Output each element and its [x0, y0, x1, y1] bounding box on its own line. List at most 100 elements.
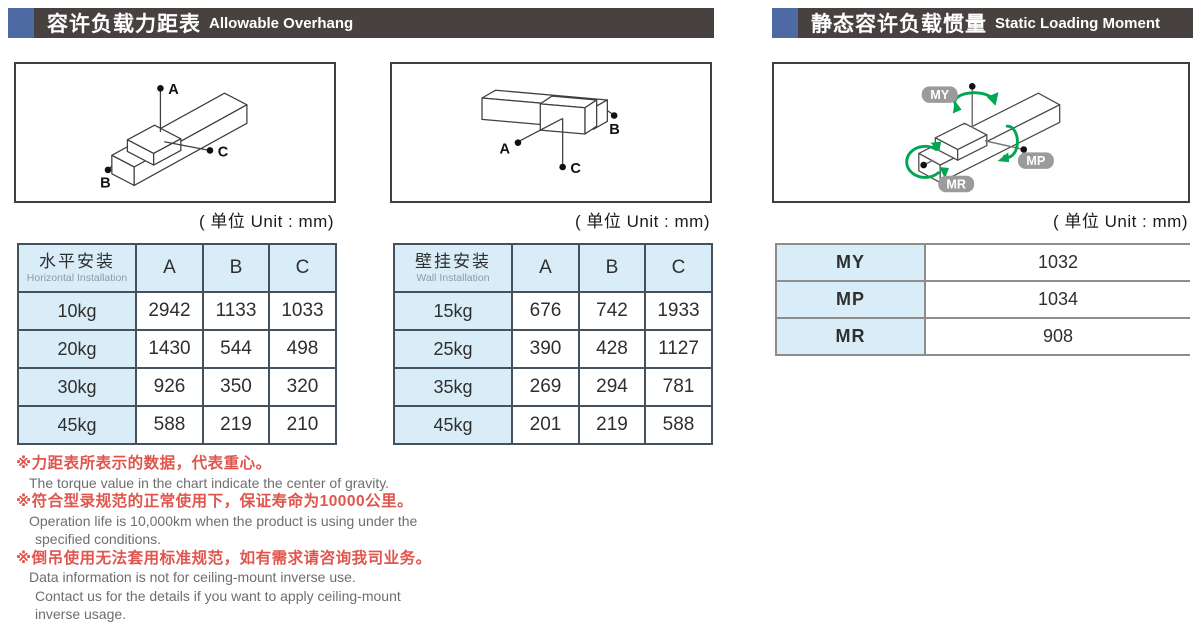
value-cell: 428 — [578, 329, 646, 369]
load-cell: 25kg — [393, 329, 513, 369]
mr-rotation-arrow — [905, 144, 940, 179]
value-cell: 210 — [268, 405, 337, 445]
point-a-dot — [514, 139, 522, 147]
moment-axes-diagram: MY MP MR — [905, 83, 1061, 193]
moment-value-cell: 1032 — [924, 243, 1190, 282]
col-header-c: C — [268, 243, 337, 293]
note-en: The torque value in the chart indicate t… — [29, 474, 390, 491]
horizontal-mount-diagram: A C B — [100, 82, 248, 191]
table-row: 30kg 926 350 320 — [17, 367, 337, 407]
col-header-a: A — [511, 243, 580, 293]
note-en: Contact us for the details if you want t… — [35, 587, 401, 604]
col-header-a: A — [135, 243, 204, 293]
value-cell: 390 — [511, 329, 580, 369]
note-en: specified conditions. — [35, 531, 162, 547]
static-loading-moment-table: MY 1032 MP 1034 MR 908 — [775, 243, 1190, 356]
wall-installation-table: 壁挂安装 Wall Installation A B C 15kg 676 74… — [393, 243, 713, 445]
table-row: 15kg 676 742 1933 — [393, 291, 713, 331]
table-row: 45kg 201 219 588 — [393, 405, 713, 445]
value-cell: 350 — [202, 367, 270, 407]
col-header-b: B — [578, 243, 646, 293]
point-c-label: C — [218, 144, 229, 160]
unit-label: ( 单位 Unit : mm) — [1053, 212, 1188, 231]
col-header-b: B — [202, 243, 270, 293]
blue-accent-square — [8, 8, 34, 38]
table-header-row: 壁挂安装 Wall Installation A B C — [393, 243, 713, 293]
table-header-row: 水平安装 Horizontal Installation A B C — [17, 243, 337, 293]
table-row: 25kg 390 428 1127 — [393, 329, 713, 369]
value-cell: 1127 — [644, 329, 713, 369]
static-loading-moment-header: 静态容许负载惯量 Static Loading Moment — [772, 8, 1193, 38]
value-cell: 742 — [578, 291, 646, 331]
point-c-label: C — [570, 161, 581, 177]
point-c-dot — [206, 147, 214, 154]
value-cell: 219 — [578, 405, 646, 445]
value-cell: 588 — [135, 405, 204, 445]
table-row: 45kg 588 219 210 — [17, 405, 337, 445]
note-zh: ※倒吊使用无法套用标准规范，如有需求请咨询我司业务。 — [16, 549, 432, 567]
point-b-dot — [104, 166, 112, 174]
header-title-en: Allowable Overhang — [209, 14, 354, 32]
moment-label-cell: MR — [775, 317, 926, 356]
value-cell: 498 — [268, 329, 337, 369]
load-cell: 15kg — [393, 291, 513, 331]
value-cell: 201 — [511, 405, 580, 445]
my-axis-dot — [968, 83, 976, 90]
mr-badge: MR — [946, 177, 966, 191]
mp-axis-dot — [1020, 146, 1028, 153]
value-cell: 294 — [578, 367, 646, 407]
value-cell: 2942 — [135, 291, 204, 331]
load-cell: 20kg — [17, 329, 137, 369]
value-cell: 588 — [644, 405, 713, 445]
point-b-label: B — [609, 122, 620, 138]
table-row: 20kg 1430 544 498 — [17, 329, 337, 369]
note-zh: ※力距表所表示的数据，代表重心。 — [16, 455, 272, 472]
horizontal-installation-table: 水平安装 Horizontal Installation A B C 10kg … — [17, 243, 337, 445]
allowable-overhang-header: 容许负载力距表 Allowable Overhang — [8, 8, 714, 38]
mr-axis-dot — [920, 161, 927, 169]
footnotes: ※力距表所表示的数据，代表重心。 The torque value in the… — [16, 454, 506, 624]
value-cell: 1133 — [202, 291, 270, 331]
point-b-label: B — [100, 175, 111, 191]
value-cell: 1033 — [268, 291, 337, 331]
note-en: inverse usage. — [35, 606, 127, 622]
moment-label-cell: MY — [775, 243, 926, 282]
mp-badge: MP — [1026, 154, 1045, 168]
point-b-dot — [610, 112, 618, 119]
unit-label: ( 单位 Unit : mm) — [199, 212, 334, 231]
load-cell: 45kg — [17, 405, 137, 445]
load-cell: 45kg — [393, 405, 513, 445]
table-title-cell: 壁挂安装 Wall Installation — [393, 243, 513, 293]
load-cell: 10kg — [17, 291, 137, 331]
moment-label-cell: MP — [775, 280, 926, 319]
note-zh: ※符合型录规范的正常使用下，保证寿命为10000公里。 — [16, 493, 414, 510]
value-cell: 269 — [511, 367, 580, 407]
table-row: 35kg 269 294 781 — [393, 367, 713, 407]
point-c-dot — [559, 163, 566, 171]
horizontal-mount-diagram-box: A C B — [14, 62, 336, 203]
my-rotation-arrow — [953, 91, 995, 109]
load-cell: 35kg — [393, 367, 513, 407]
table-row: MP 1034 — [775, 280, 1190, 319]
point-a-label: A — [500, 141, 511, 157]
table-title-cell: 水平安装 Horizontal Installation — [17, 243, 137, 293]
header-title-en: Static Loading Moment — [995, 14, 1160, 32]
header-title-zh: 容许负载力距表 — [47, 13, 201, 36]
moment-value-cell: 908 — [924, 317, 1190, 356]
point-a-dot — [157, 84, 164, 92]
table-row: MY 1032 — [775, 243, 1190, 282]
value-cell: 926 — [135, 367, 204, 407]
value-cell: 781 — [644, 367, 713, 407]
note-en: Operation life is 10,000km when the prod… — [29, 512, 418, 529]
table-row: 10kg 2942 1133 1033 — [17, 291, 337, 331]
value-cell: 1430 — [135, 329, 204, 369]
col-header-c: C — [644, 243, 713, 293]
unit-label: ( 单位 Unit : mm) — [575, 212, 710, 231]
moment-value-cell: 1034 — [924, 280, 1190, 319]
blue-accent-square — [772, 8, 798, 38]
value-cell: 320 — [268, 367, 337, 407]
moment-axes-diagram-box: MY MP MR — [772, 62, 1190, 203]
value-cell: 1933 — [644, 291, 713, 331]
axis-badges: MY MP MR — [921, 86, 1054, 193]
header-title-zh: 静态容许负载惯量 — [811, 13, 987, 36]
